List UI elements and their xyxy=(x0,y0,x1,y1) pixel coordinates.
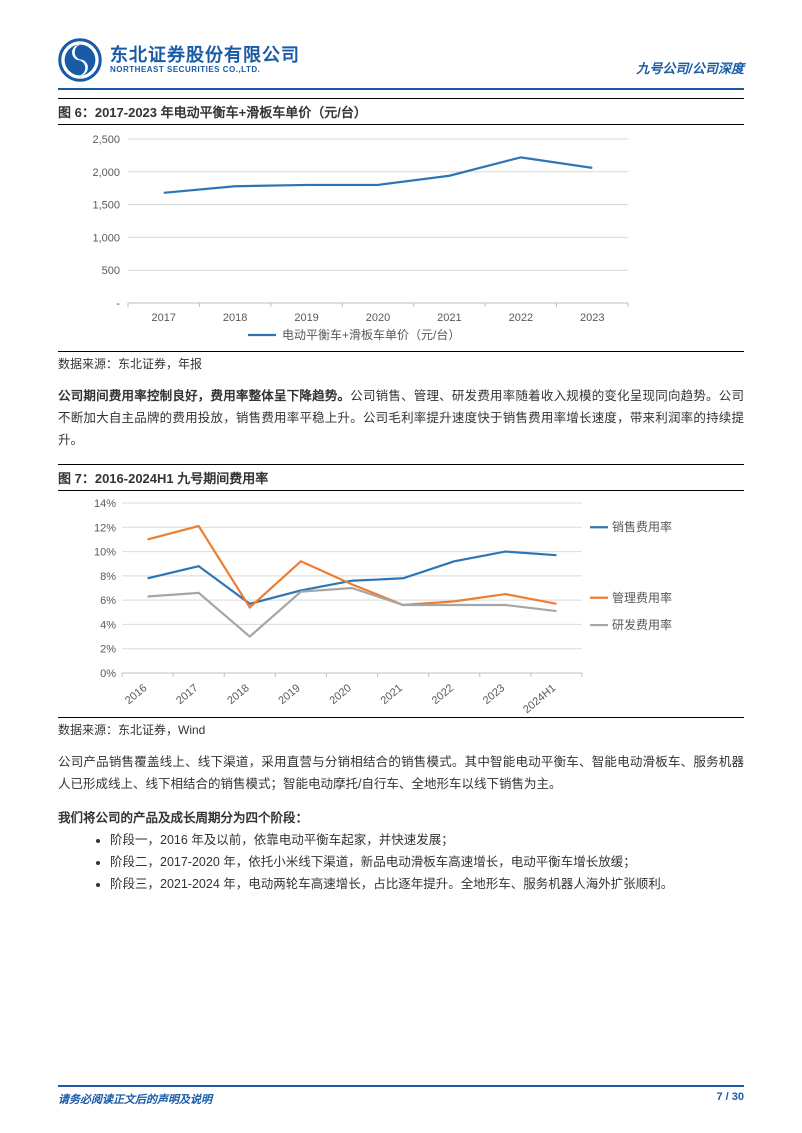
svg-text:1,000: 1,000 xyxy=(92,232,120,244)
svg-text:2019: 2019 xyxy=(294,312,318,324)
svg-text:-: - xyxy=(116,298,120,310)
svg-text:研发费用率: 研发费用率 xyxy=(612,617,672,632)
svg-text:12%: 12% xyxy=(94,522,116,534)
fig6-source: 数据来源：东北证券，年报 xyxy=(58,351,744,372)
svg-text:14%: 14% xyxy=(94,498,116,510)
logo-area: 东北证券股份有限公司 NORTHEAST SECURITIES CO.,LTD. xyxy=(58,38,300,82)
svg-text:2,000: 2,000 xyxy=(92,167,120,179)
company-logo-icon xyxy=(58,38,102,82)
svg-text:0%: 0% xyxy=(100,668,116,680)
svg-text:2024H1: 2024H1 xyxy=(521,682,558,715)
stages-list: 阶段一，2016 年及以前，依靠电动平衡车起家，并快速发展； 阶段二，2017-… xyxy=(58,830,744,896)
fig7-chart: 0% 2% 4% 6% 8% 10% 12% 14% 2016 2017 2018 2019 2020 2… xyxy=(78,495,658,715)
svg-text:2020: 2020 xyxy=(366,312,390,324)
stages-intro: 我们将公司的产品及成长周期分为四个阶段： xyxy=(58,807,744,826)
svg-text:2022: 2022 xyxy=(509,312,533,324)
stage-item: 阶段二，2017-2020 年，依托小米线下渠道，新品电动滑板车高速增长，电动平… xyxy=(110,852,744,874)
svg-text:6%: 6% xyxy=(100,595,116,607)
svg-text:10%: 10% xyxy=(94,546,116,558)
svg-text:2017: 2017 xyxy=(151,312,175,324)
svg-text:2019: 2019 xyxy=(276,682,302,707)
company-name-cn: 东北证券股份有限公司 xyxy=(110,46,300,66)
svg-text:500: 500 xyxy=(102,265,120,277)
svg-text:2021: 2021 xyxy=(437,312,461,324)
svg-text:2,500: 2,500 xyxy=(92,134,120,146)
logo-text: 东北证券股份有限公司 NORTHEAST SECURITIES CO.,LTD. xyxy=(110,46,300,75)
svg-text:2020: 2020 xyxy=(327,682,353,707)
fig7-title: 图 7：2016-2024H1 九号期间费用率 xyxy=(58,464,744,491)
page-footer: 请务必阅读正文后的声明及说明 7 / 30 xyxy=(58,1085,744,1107)
svg-text:2016: 2016 xyxy=(123,682,149,707)
stage-item: 阶段一，2016 年及以前，依靠电动平衡车起家，并快速发展； xyxy=(110,830,744,852)
fig7-svg: 0% 2% 4% 6% 8% 10% 12% 14% 2016 2017 2018 2019 2020 2… xyxy=(78,495,678,715)
para1-bold: 公司期间费用率控制良好，费用率整体呈下降趋势。 xyxy=(58,389,350,403)
svg-text:1,500: 1,500 xyxy=(92,200,120,212)
paragraph-1: 公司期间费用率控制良好，费用率整体呈下降趋势。公司销售、管理、研发费用率随着收入… xyxy=(58,386,744,452)
stage-item: 阶段三，2021-2024 年，电动两轮车高速增长，占比逐年提升。全地形车、服务… xyxy=(110,874,744,896)
svg-text:2021: 2021 xyxy=(379,682,405,707)
footer-pagenum: 7 / 30 xyxy=(716,1091,744,1107)
svg-text:2023: 2023 xyxy=(481,682,507,707)
company-name-en: NORTHEAST SECURITIES CO.,LTD. xyxy=(110,65,300,74)
fig6-chart: - 500 1,000 1,500 2,000 2,500 2017 2018 2019 2020… xyxy=(78,129,658,349)
svg-text:电动平衡车+滑板车单价（元/台）: 电动平衡车+滑板车单价（元/台） xyxy=(282,327,460,342)
svg-text:2%: 2% xyxy=(100,643,116,655)
svg-text:4%: 4% xyxy=(100,619,116,631)
doc-subject: 九号公司/公司深度 xyxy=(636,58,744,77)
svg-text:2018: 2018 xyxy=(225,682,251,707)
svg-text:2023: 2023 xyxy=(580,312,604,324)
fig6-title: 图 6：2017-2023 年电动平衡车+滑板车单价（元/台） xyxy=(58,98,744,125)
svg-text:2018: 2018 xyxy=(223,312,247,324)
svg-text:销售费用率: 销售费用率 xyxy=(612,519,672,534)
page-header: 东北证券股份有限公司 NORTHEAST SECURITIES CO.,LTD.… xyxy=(58,38,744,90)
footer-disclaimer: 请务必阅读正文后的声明及说明 xyxy=(58,1091,212,1107)
svg-text:管理费用率: 管理费用率 xyxy=(612,589,672,604)
svg-text:2017: 2017 xyxy=(174,682,200,707)
fig7-source: 数据来源：东北证券，Wind xyxy=(58,717,744,738)
fig6-svg: - 500 1,000 1,500 2,000 2,500 2017 2018 2019 2020… xyxy=(78,129,638,349)
svg-text:8%: 8% xyxy=(100,570,116,582)
paragraph-2: 公司产品销售覆盖线上、线下渠道，采用直营与分销相结合的销售模式。其中智能电动平衡… xyxy=(58,752,744,796)
svg-text:2022: 2022 xyxy=(430,682,456,707)
